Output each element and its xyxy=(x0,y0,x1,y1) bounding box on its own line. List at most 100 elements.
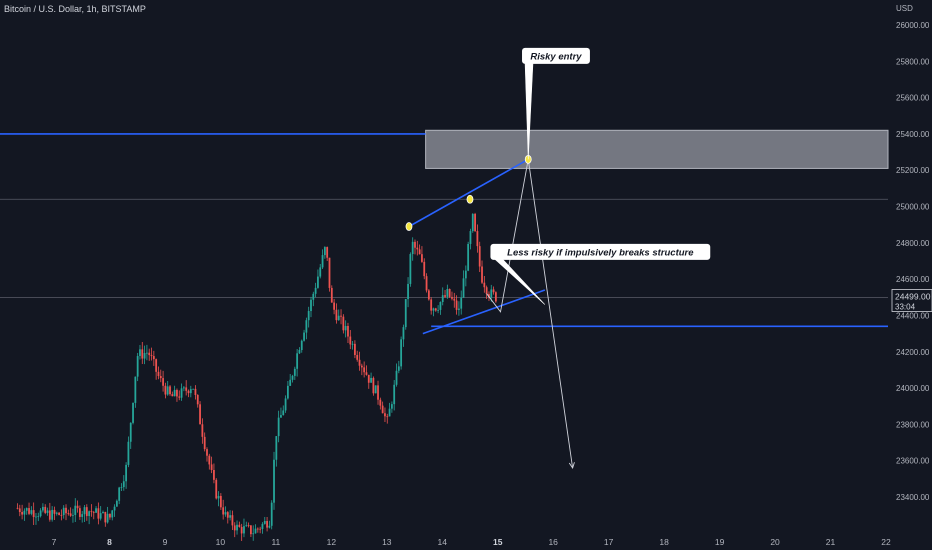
price-tick-label[interactable]: 24000.00 xyxy=(896,384,930,393)
time-tick-label[interactable]: 14 xyxy=(438,537,448,547)
candle-body xyxy=(143,352,146,359)
candle-body xyxy=(134,376,137,403)
time-axis[interactable]: 7 8 9 10 11 12 13 14 15 16 17 18 19 20 21 22 xyxy=(52,537,891,547)
time-tick-label[interactable]: 9 xyxy=(163,537,168,547)
time-tick-label[interactable]: 22 xyxy=(881,537,891,547)
currency-label: USD xyxy=(896,4,913,13)
candle-body xyxy=(418,249,421,255)
time-tick-label[interactable]: 8 xyxy=(107,537,112,547)
candle-body xyxy=(127,441,130,465)
candle-body xyxy=(286,385,289,399)
candle-body xyxy=(441,295,444,303)
candle-body xyxy=(215,479,218,499)
price-tick-label[interactable]: 23400.00 xyxy=(896,493,930,502)
callout-box xyxy=(490,243,711,260)
candle-body xyxy=(23,510,26,515)
candle-body xyxy=(178,396,181,398)
candle-body xyxy=(226,512,229,518)
time-tick-label[interactable]: 15 xyxy=(493,537,503,547)
time-tick-label[interactable]: 12 xyxy=(327,537,337,547)
price-tick-label[interactable]: 24600.00 xyxy=(896,275,930,284)
price-tick-label[interactable]: 24800.00 xyxy=(896,239,930,248)
time-tick-label[interactable]: 11 xyxy=(271,537,280,547)
candle-body xyxy=(39,510,42,517)
time-tick-label[interactable]: 10 xyxy=(216,537,226,547)
candle-body xyxy=(270,502,273,526)
candle-body xyxy=(275,436,278,460)
candle-body xyxy=(203,436,206,450)
price-tick-label[interactable]: 24200.00 xyxy=(896,348,930,357)
projection-path xyxy=(486,159,574,469)
candle-body xyxy=(208,455,211,465)
candle-body xyxy=(150,355,153,357)
candle-body xyxy=(397,366,400,371)
time-tick-label[interactable]: 19 xyxy=(715,537,725,547)
price-tick-label[interactable]: 24400.00 xyxy=(896,311,930,320)
candle-body xyxy=(48,510,51,520)
price-tick-label[interactable]: 25200.00 xyxy=(896,166,930,175)
candle-body xyxy=(303,332,305,341)
price-tick-label[interactable]: 23600.00 xyxy=(896,457,930,466)
candle-body xyxy=(51,509,54,520)
candle-body xyxy=(69,513,72,516)
candle-body xyxy=(18,508,21,513)
price-tick-label[interactable]: 25600.00 xyxy=(896,94,930,103)
candle-body xyxy=(342,316,345,331)
candle-body xyxy=(95,508,97,513)
candle-body xyxy=(46,510,49,513)
price-axis[interactable]: 23400.00 23600.00 23800.00 24000.00 24200.00… xyxy=(891,21,932,502)
candle-body xyxy=(305,320,308,333)
candle-body xyxy=(194,388,197,395)
candle-body xyxy=(16,507,19,509)
candle-body xyxy=(132,402,134,423)
time-tick-label[interactable]: 7 xyxy=(52,537,57,547)
candles xyxy=(16,212,497,541)
reference-lines xyxy=(0,129,889,328)
candle-body xyxy=(298,350,301,354)
candle-body xyxy=(365,372,368,375)
price-tick-label[interactable]: 26000.00 xyxy=(896,21,930,30)
time-tick-label[interactable]: 21 xyxy=(826,537,836,547)
candle-body xyxy=(55,512,58,514)
time-tick-label[interactable]: 20 xyxy=(770,537,780,547)
candle-body xyxy=(125,464,128,482)
candle-body xyxy=(120,487,123,488)
last-price-box xyxy=(891,289,932,312)
candle-body xyxy=(217,495,220,499)
candle-body xyxy=(201,424,204,437)
candle-body xyxy=(81,514,84,517)
candle-body xyxy=(58,512,60,515)
candle-body xyxy=(340,315,342,317)
candle-body xyxy=(372,377,375,394)
candle-body xyxy=(206,449,208,456)
time-tick-label[interactable]: 16 xyxy=(548,537,558,547)
price-tick-label[interactable]: 25400.00 xyxy=(896,130,930,139)
projection-arrowhead xyxy=(568,462,575,469)
candle-body xyxy=(367,374,370,383)
symbol-title: Bitcoin / U.S. Dollar, 1h, BITSTAMP xyxy=(4,4,146,14)
candle-body xyxy=(291,375,294,380)
candle-body xyxy=(333,302,336,310)
callout-pointer xyxy=(524,61,534,160)
price-tick-label[interactable]: 25800.00 xyxy=(896,57,930,66)
candle-body xyxy=(222,507,225,515)
callout-text: Less risky if impulsively breaks structu… xyxy=(507,247,694,258)
candle-body xyxy=(111,510,114,518)
candle-body xyxy=(231,515,234,526)
candle-body xyxy=(189,389,192,394)
candle-body xyxy=(266,520,268,528)
candle-body xyxy=(159,376,162,379)
candle-body xyxy=(219,495,222,508)
candle-body xyxy=(458,308,460,310)
time-tick-label[interactable]: 18 xyxy=(659,537,669,547)
candle-body xyxy=(471,213,474,232)
candle-body xyxy=(164,385,167,395)
price-tick-label[interactable]: 23800.00 xyxy=(896,420,930,429)
candle-body xyxy=(374,385,377,394)
candle-body xyxy=(21,512,24,515)
time-tick-label[interactable]: 17 xyxy=(604,537,614,547)
price-tick-label[interactable]: 25000.00 xyxy=(896,203,930,212)
time-tick-label[interactable]: 13 xyxy=(382,537,392,547)
candle-body xyxy=(321,255,324,268)
